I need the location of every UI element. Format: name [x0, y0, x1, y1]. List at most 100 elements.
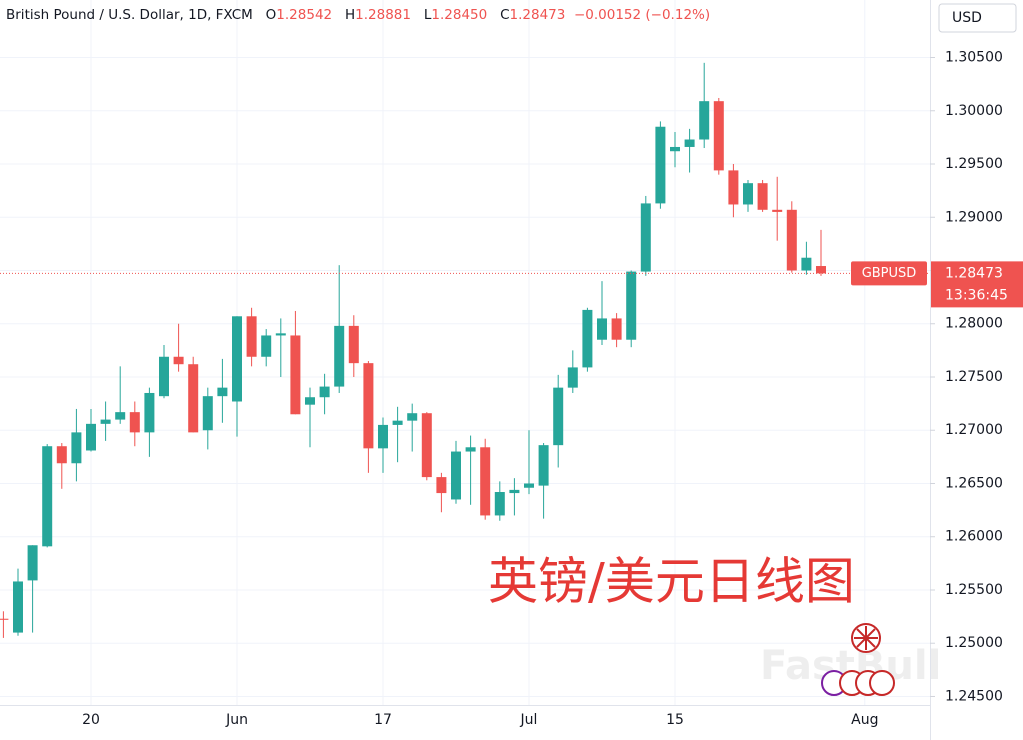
candle-body [553, 387, 564, 446]
last-price-label: 1.28473 [945, 265, 1003, 281]
candle-body [275, 333, 286, 336]
last-price-tag [931, 261, 1023, 308]
candle-body [71, 432, 82, 464]
candle-body [801, 257, 812, 271]
candle-body [0, 618, 9, 620]
candle-body [27, 545, 38, 581]
candle-body [465, 447, 476, 452]
candle-body [772, 209, 783, 212]
y-tick-label: 1.26500 [945, 475, 1003, 491]
legend: British Pound / U.S. Dollar, 1D, FXCM O1… [6, 7, 710, 23]
ohlc-label: H [345, 7, 356, 23]
candle-body [86, 423, 96, 451]
candle-body [188, 364, 199, 433]
candle-body [451, 451, 461, 500]
candle-body [582, 309, 593, 368]
ohlc-value: 1.28542 [276, 7, 333, 23]
x-tick-label: 17 [374, 712, 392, 728]
candle-body [699, 101, 710, 140]
candle-body [713, 101, 724, 171]
y-tick-label: 1.27000 [945, 422, 1003, 438]
countdown-label: 13:36:45 [945, 287, 1008, 303]
candle-body [611, 318, 622, 340]
candle-body [217, 387, 228, 397]
candle-body [305, 397, 315, 405]
candle-body [378, 424, 388, 449]
candle-body [509, 489, 520, 494]
candle-body [115, 412, 126, 420]
candle-body [319, 386, 330, 398]
change: −0.00152 [573, 7, 642, 23]
candle-body [421, 413, 432, 478]
x-tick-label: Jun [225, 712, 248, 728]
candle-body [743, 183, 753, 205]
change-pct: (−0.12%) [645, 7, 711, 23]
candle-body [232, 316, 242, 402]
ohlc-value: 1.28450 [431, 7, 488, 23]
candle-body [100, 419, 111, 424]
symbol-tag [851, 261, 927, 286]
candle-body [129, 412, 140, 433]
symbol-tag-label: GBPUSD [862, 266, 917, 281]
candle-body [13, 581, 23, 633]
candle-body [144, 392, 155, 433]
ohlc-value: 1.28881 [355, 7, 411, 23]
annotation: 英镑/美元日线图 [488, 553, 855, 611]
candle-body [816, 266, 826, 274]
y-tick-label: 1.29500 [945, 156, 1003, 172]
candle-body [56, 446, 67, 464]
candle-body [524, 483, 534, 488]
y-tick-label: 1.27500 [945, 369, 1003, 385]
candle-body [363, 363, 374, 449]
ohlc-label: O [265, 7, 277, 23]
candle-body [480, 447, 491, 516]
candle-body [42, 446, 53, 547]
candle-body [597, 318, 607, 340]
candle-body [173, 356, 184, 365]
candle-body [246, 316, 257, 357]
candle-body [334, 325, 345, 387]
y-tick-label: 1.30000 [945, 103, 1003, 119]
candle-body [567, 367, 578, 388]
ohlc-value: 1.28473 [509, 7, 566, 23]
currency-box[interactable] [938, 3, 1017, 33]
candle-body [538, 445, 549, 486]
candle-body [348, 325, 359, 364]
candle-body [655, 126, 666, 204]
flag-icon [854, 626, 878, 650]
flag-icon [869, 670, 895, 696]
candle-body [626, 271, 637, 340]
y-tick-label: 1.26000 [945, 529, 1003, 545]
candle-body [261, 335, 272, 357]
candle-body [640, 203, 651, 272]
candle-body [202, 396, 213, 431]
y-tick-label: 1.24500 [945, 688, 1003, 704]
candle-body [159, 356, 169, 397]
x-tick-label: Aug [851, 712, 878, 728]
x-tick-label: 20 [82, 712, 100, 728]
y-tick-label: 1.25500 [945, 582, 1003, 598]
candle-body [670, 146, 680, 152]
currency-label: USD [952, 10, 982, 26]
candle-body [392, 420, 403, 425]
ohlc-label: C [500, 7, 510, 23]
candle-body [757, 183, 768, 210]
x-tick-label: 15 [666, 712, 684, 728]
candle-body [407, 413, 418, 421]
candles: GBPUSD 1.28473 13:36:45 [0, 62, 1023, 638]
y-tick-label: 1.28000 [945, 316, 1003, 332]
candle-body [786, 209, 797, 271]
symbol-title: British Pound / U.S. Dollar, 1D, FXCM [6, 7, 253, 23]
x-tick-label: Jul [520, 712, 538, 728]
y-tick-label: 1.30500 [945, 50, 1003, 66]
candle-body [494, 492, 505, 516]
candle-body [684, 139, 695, 147]
y-tick-label: 1.25000 [945, 635, 1003, 651]
candle-body [436, 477, 447, 494]
candle-body [290, 335, 301, 415]
ohlc-label: L [423, 7, 432, 23]
grid: 1.24500 1.25000 1.25500 1.26000 1.26500 1.270… [0, 0, 1003, 728]
candle-body [728, 170, 739, 205]
